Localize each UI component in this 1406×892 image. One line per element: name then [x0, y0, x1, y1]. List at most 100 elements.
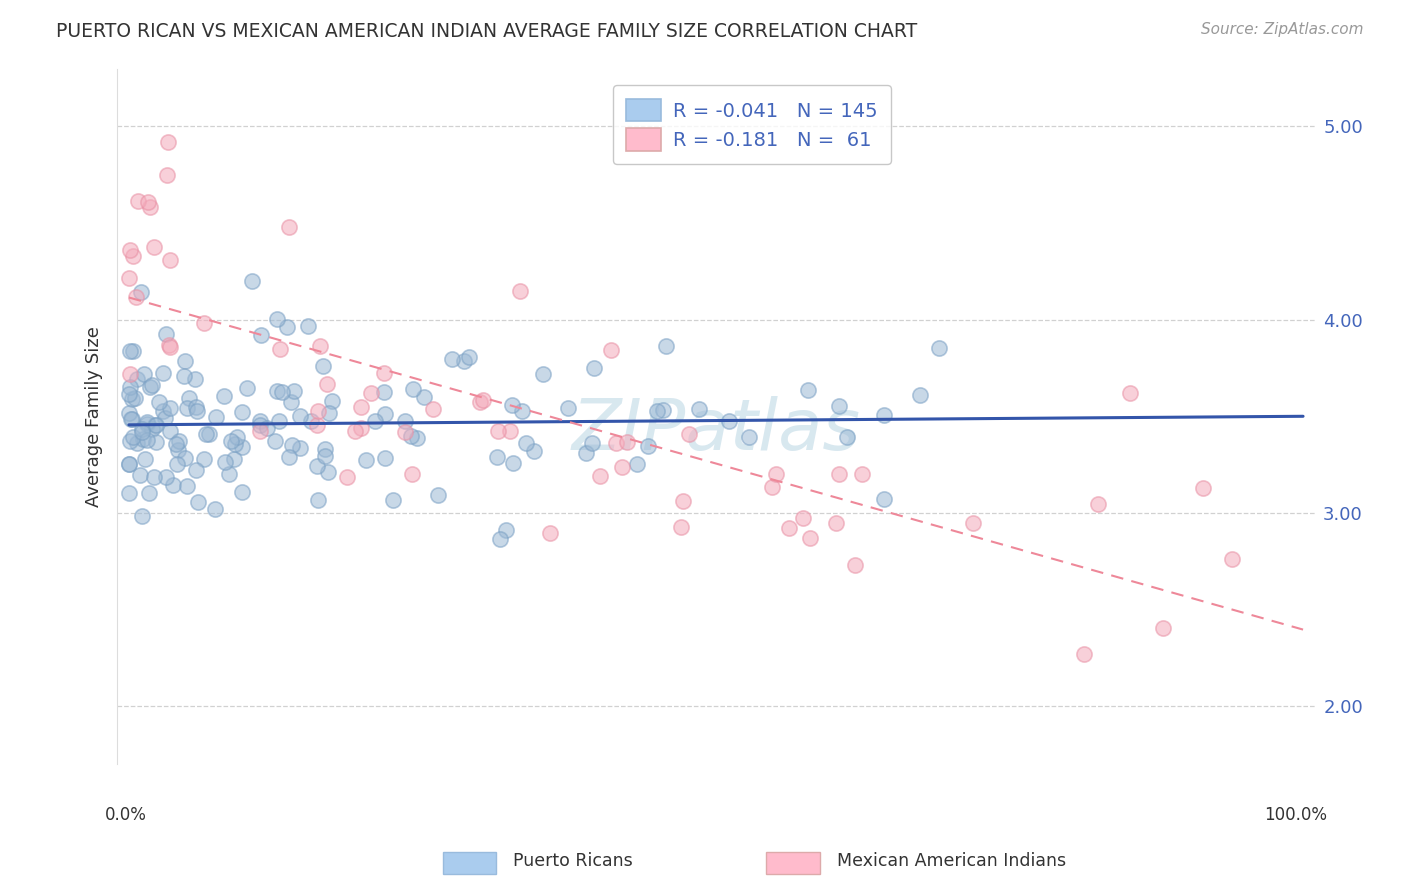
Point — [402, 382, 425, 396]
Point — [263, 434, 285, 448]
Point — [271, 385, 294, 400]
Point — [198, 427, 221, 442]
Point — [401, 467, 423, 481]
Point — [221, 434, 243, 448]
Text: PUERTO RICAN VS MEXICAN AMERICAN INDIAN AVERAGE FAMILY SIZE CORRELATION CHART: PUERTO RICAN VS MEXICAN AMERICAN INDIAN … — [56, 22, 918, 41]
Point — [761, 480, 783, 494]
Point — [152, 366, 174, 380]
Point — [343, 424, 366, 438]
Point — [143, 240, 166, 254]
Point — [354, 453, 377, 467]
Point — [381, 492, 404, 507]
Point — [131, 425, 153, 439]
Point — [318, 406, 340, 420]
Point — [193, 452, 215, 467]
Point — [173, 450, 195, 465]
Point — [218, 467, 240, 482]
Point — [928, 341, 950, 355]
Point — [162, 478, 184, 492]
Point — [184, 463, 207, 477]
Point — [118, 344, 141, 359]
Point — [121, 392, 143, 406]
Point — [121, 412, 143, 426]
Point — [278, 450, 301, 464]
Point — [236, 381, 259, 395]
Point — [156, 168, 179, 182]
Point — [908, 388, 931, 402]
Point — [307, 493, 329, 508]
Point — [127, 194, 149, 208]
Y-axis label: Average Family Size: Average Family Size — [86, 326, 103, 507]
Point — [394, 414, 416, 428]
Point — [118, 367, 141, 381]
Point — [828, 467, 851, 482]
Point — [318, 465, 340, 479]
Point — [599, 343, 621, 357]
Point — [502, 456, 524, 470]
Point — [124, 391, 146, 405]
Point — [1192, 481, 1215, 495]
Point — [231, 441, 253, 455]
Point — [118, 457, 141, 471]
Point — [193, 316, 215, 330]
Point — [825, 516, 848, 530]
Point — [174, 354, 197, 368]
Point — [281, 438, 304, 452]
Point — [129, 468, 152, 483]
Point — [136, 434, 159, 448]
Point — [122, 343, 145, 358]
Point — [468, 394, 491, 409]
Point — [426, 488, 449, 502]
Text: Source: ZipAtlas.com: Source: ZipAtlas.com — [1201, 22, 1364, 37]
Point — [118, 406, 141, 420]
Point — [827, 400, 849, 414]
Point — [225, 430, 247, 444]
Point — [717, 415, 740, 429]
Point — [129, 285, 152, 300]
Point — [671, 493, 693, 508]
Point — [224, 436, 246, 450]
Point — [509, 284, 531, 298]
Point — [645, 404, 668, 418]
Point — [738, 430, 761, 444]
Point — [350, 421, 373, 435]
Point — [184, 371, 207, 385]
Point — [159, 339, 181, 353]
Point — [873, 492, 896, 507]
Point — [131, 422, 153, 436]
Point — [269, 414, 291, 428]
Point — [406, 431, 429, 445]
Point — [118, 243, 141, 257]
Point — [589, 469, 612, 483]
Point — [314, 442, 336, 456]
Point — [266, 384, 288, 398]
Point — [616, 435, 638, 450]
Point — [139, 200, 162, 214]
Point — [523, 443, 546, 458]
Point — [159, 424, 181, 438]
Text: Mexican American Indians: Mexican American Indians — [837, 852, 1066, 871]
Point — [121, 249, 143, 263]
Point — [765, 467, 787, 481]
Point — [373, 366, 395, 380]
Point — [136, 415, 159, 429]
Point — [157, 338, 180, 352]
Point — [141, 378, 163, 392]
Point — [118, 457, 141, 471]
Point — [148, 395, 170, 409]
Point — [778, 521, 800, 535]
Point — [626, 457, 648, 471]
Point — [612, 459, 634, 474]
Point — [311, 359, 333, 373]
Point — [501, 398, 523, 412]
Point — [1152, 622, 1174, 636]
Point — [204, 410, 226, 425]
Point — [510, 404, 533, 418]
Point — [134, 452, 156, 467]
Point — [364, 414, 387, 428]
Point — [373, 384, 395, 399]
Point — [204, 502, 226, 516]
Point — [118, 271, 141, 285]
Point — [280, 395, 302, 409]
Point — [315, 377, 337, 392]
